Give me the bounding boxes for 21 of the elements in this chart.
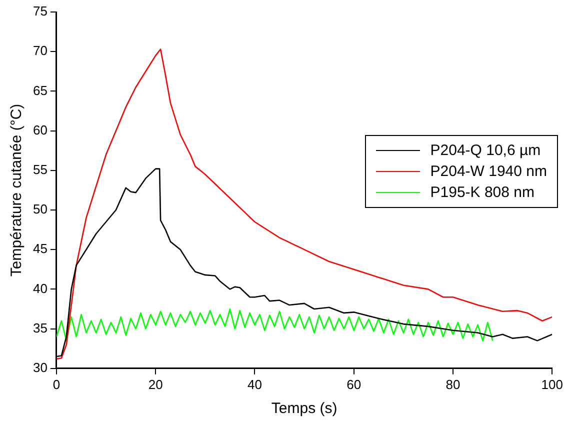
y-tick-label: 35 <box>32 320 48 336</box>
legend-label: P195-K 808 nm <box>430 184 534 201</box>
legend-label: P204-Q 10,6 µm <box>430 142 541 159</box>
y-tick-label: 65 <box>32 82 48 98</box>
x-tick-label: 100 <box>541 376 564 392</box>
x-tick-label: 40 <box>248 376 262 392</box>
y-tick-label: 30 <box>32 360 48 375</box>
x-axis-title: Temps (s) <box>271 400 338 418</box>
y-tick-label: 60 <box>32 122 48 138</box>
x-tick-label: 20 <box>148 376 163 392</box>
y-axis-title: Température cutanée (°C) <box>8 104 26 277</box>
legend-label: P204-W 1940 nm <box>430 163 547 180</box>
x-tick-label: 80 <box>446 376 460 392</box>
y-tick-label: 45 <box>32 241 48 256</box>
x-tick-label: 60 <box>346 376 362 392</box>
y-tick-label: 75 <box>32 4 48 19</box>
y-tick-label: 40 <box>32 280 48 296</box>
y-tick-label: 55 <box>32 162 48 177</box>
y-tick-label: 50 <box>32 202 48 217</box>
y-tick-label: 70 <box>32 43 48 58</box>
x-tick-label: 0 <box>52 376 60 392</box>
